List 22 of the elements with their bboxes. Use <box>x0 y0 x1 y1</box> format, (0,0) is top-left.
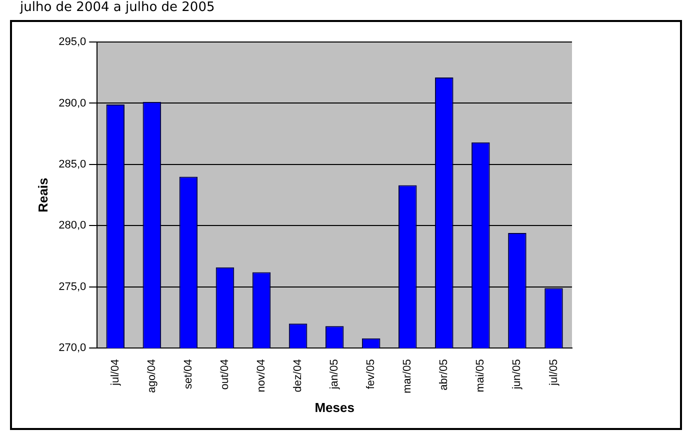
x-tick-label: nov/04 <box>256 359 268 392</box>
x-tick-label: jul/05 <box>548 359 560 386</box>
x-tick-label: jan/05 <box>328 359 341 390</box>
x-tick-label: fev/05 <box>365 359 378 390</box>
x-tick-label: dez/04 <box>292 359 304 392</box>
x-tick-label: mai/05 <box>474 359 487 392</box>
x-tick-label: jun/05 <box>511 359 524 390</box>
y-tick-label: 270,0 <box>58 342 86 354</box>
x-tick-label: jul/04 <box>109 359 122 386</box>
chart-title: julho de 2004 a julho de 2005 <box>20 0 215 15</box>
x-tick-label: out/04 <box>219 359 232 390</box>
y-tick-label: 295,0 <box>58 36 86 48</box>
y-tick-label: 290,0 <box>58 97 86 110</box>
x-tick-label: ago/04 <box>146 359 158 393</box>
y-axis-title: Reais <box>35 178 50 212</box>
x-tick-label: set/04 <box>182 359 194 390</box>
y-tick-label: 275,0 <box>58 280 86 293</box>
x-tick-label: abr/05 <box>438 359 450 390</box>
y-tick-label: 280,0 <box>58 220 86 232</box>
y-tick-label: 285,0 <box>58 158 86 170</box>
x-tick-label: mar/05 <box>402 359 414 394</box>
x-axis-title: Meses <box>314 400 354 415</box>
